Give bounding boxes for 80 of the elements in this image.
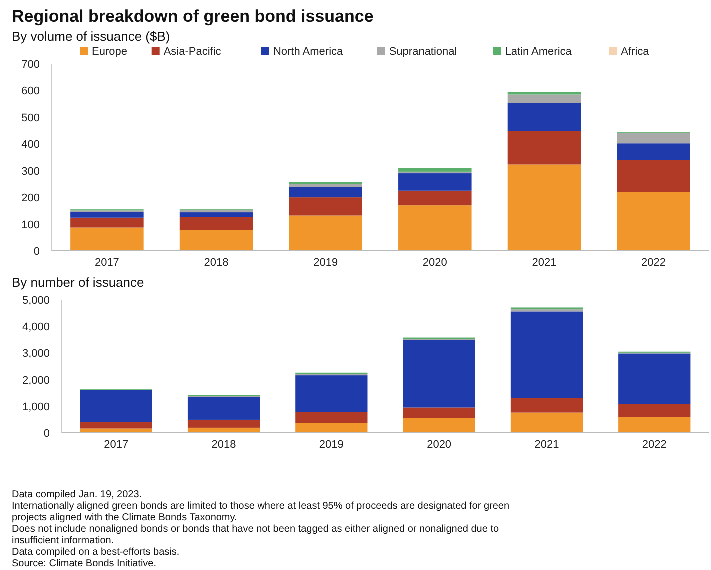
x-tick-label: 2020: [427, 439, 452, 451]
bar: [80, 428, 152, 433]
chart-subtitle: By volume of issuance ($B): [12, 29, 170, 44]
bar: [180, 217, 254, 230]
text: Data compiled on a best-efforts basis.: [12, 547, 180, 558]
y-tick-label: 0: [34, 246, 40, 258]
bar: [289, 198, 362, 216]
x-tick-label: 2017: [94, 257, 120, 269]
bar: [296, 423, 368, 433]
bar: [398, 206, 472, 251]
x-tick-label: 2019: [319, 439, 344, 451]
legend-label: Asia-Pacific: [164, 46, 222, 58]
bar: [188, 397, 260, 420]
y-tick-label: 0: [44, 428, 50, 440]
x-tick-label: 2019: [314, 257, 338, 269]
bar: [70, 228, 144, 251]
bar: [180, 210, 254, 213]
bar: [618, 354, 691, 404]
bar: [398, 168, 472, 172]
bar: [617, 132, 690, 144]
bar: [80, 422, 152, 429]
bar: [510, 398, 584, 413]
y-tick-label: 600: [22, 86, 40, 98]
text: Data compiled Jan. 19, 2023.: [12, 490, 142, 500]
y-tick-label: 400: [22, 139, 40, 152]
legend-label: Africa: [621, 46, 650, 58]
legend-label: Latin America: [505, 46, 573, 58]
bar: [508, 94, 582, 104]
chart-title: Regional breakdown of green bond issuance: [12, 7, 374, 26]
legend-label: Europe: [92, 46, 128, 58]
y-tick-label: 3,000: [22, 348, 50, 360]
y-tick-label: 4,000: [22, 322, 50, 334]
bar: [289, 187, 362, 198]
bar: [617, 192, 690, 251]
bar: [398, 190, 472, 206]
bar: [403, 418, 476, 433]
y-tick-label: 300: [22, 166, 40, 178]
text: Internationally aligned green bonds are limited to those where at least 95% of proceeds are designated for green projects aligned with the Climate Bonds Taxonomy.: [12, 501, 510, 524]
y-tick-label: 5,000: [22, 295, 50, 307]
bar: [508, 131, 582, 165]
bar: [188, 420, 260, 428]
bar: [70, 218, 144, 228]
bar: [70, 212, 144, 218]
bar: [508, 164, 582, 251]
bar: [180, 212, 254, 218]
bar: [618, 417, 691, 433]
x-tick-label: 2018: [212, 439, 236, 451]
text: Does not include nonaligned bonds or bonds that have not been tagged as either aligned or nonaligned due to insufficient information.: [12, 524, 500, 546]
x-tick-label: 2022: [642, 257, 666, 269]
x-tick-label: 2017: [104, 439, 129, 451]
x-tick-label: 2018: [204, 257, 229, 269]
bar: [510, 412, 584, 433]
x-tick-label: 2022: [642, 439, 667, 451]
legend-label: Supranational: [389, 46, 458, 58]
bar: [80, 390, 152, 422]
y-tick-label: 500: [22, 112, 40, 124]
bar: [296, 376, 368, 412]
bar: [289, 184, 362, 188]
bar: [510, 312, 584, 398]
bar: [618, 404, 691, 418]
bar: [180, 230, 254, 251]
bar: [617, 144, 690, 160]
bar: [403, 340, 476, 408]
bar: [296, 412, 368, 424]
bar: [403, 408, 476, 418]
bar: [508, 103, 582, 132]
bar: [398, 174, 472, 191]
y-tick-label: 1,000: [22, 401, 50, 414]
chart-title: By number of issuance: [12, 275, 144, 290]
y-tick-label: 100: [22, 219, 40, 232]
y-tick-label: 700: [22, 59, 40, 71]
y-tick-label: 2,000: [22, 374, 50, 387]
y-tick-label: 200: [22, 192, 40, 205]
bar: [617, 160, 690, 192]
x-tick-label: 2021: [534, 439, 560, 451]
source-note: Source: Climate Bonds Initiative.: [12, 558, 157, 570]
legend-label: North America: [273, 46, 344, 58]
x-tick-label: 2021: [532, 257, 557, 269]
bar: [289, 216, 362, 251]
x-tick-label: 2020: [422, 257, 448, 269]
